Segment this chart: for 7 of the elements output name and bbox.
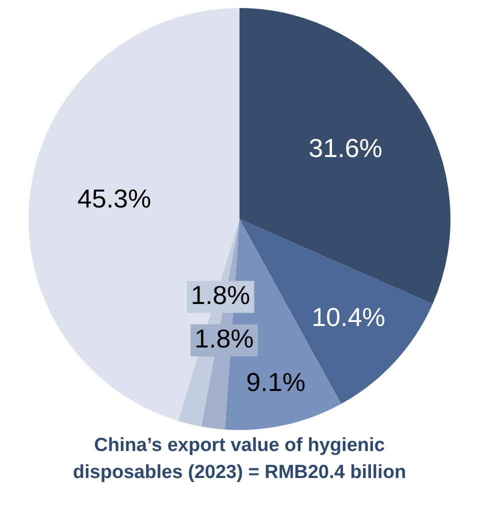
text: China’s export value of hygienic disposables (2023) = RMB20.4 billion xyxy=(72,434,408,485)
data-label: 45.3% xyxy=(77,184,152,214)
data-label: 1.8% xyxy=(190,280,250,310)
data-label: 9.1% xyxy=(246,367,306,398)
data-label: 31.6% xyxy=(308,133,382,163)
data-label: 1.8% xyxy=(194,324,254,354)
data-label: 10.4% xyxy=(312,302,386,332)
